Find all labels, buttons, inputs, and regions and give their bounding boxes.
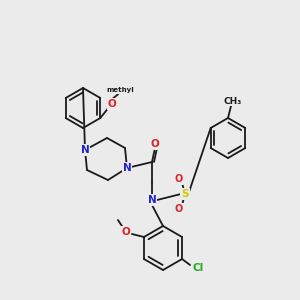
- Text: N: N: [81, 145, 89, 155]
- Text: N: N: [123, 163, 131, 173]
- Text: O: O: [175, 204, 183, 214]
- Text: CH₃: CH₃: [224, 97, 242, 106]
- Text: O: O: [151, 139, 159, 149]
- Text: S: S: [181, 189, 189, 199]
- Text: N: N: [148, 195, 156, 205]
- Text: O: O: [108, 99, 117, 109]
- Text: methyl: methyl: [106, 87, 134, 93]
- Text: O: O: [122, 227, 130, 237]
- Text: O: O: [175, 174, 183, 184]
- Text: Cl: Cl: [192, 263, 204, 273]
